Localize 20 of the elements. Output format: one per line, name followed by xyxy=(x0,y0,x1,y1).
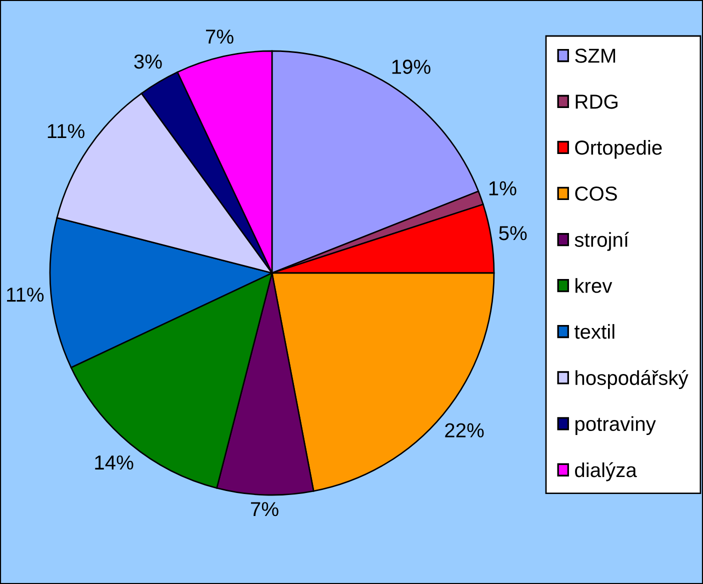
data-label: 7% xyxy=(206,30,234,44)
data-label: 11% xyxy=(7,288,44,302)
data-label: 1% xyxy=(489,181,516,196)
legend-label: SZM xyxy=(575,48,616,63)
legend-label: krev xyxy=(576,278,612,293)
data-label: 19% xyxy=(392,60,430,74)
legend-label: COS xyxy=(575,186,617,201)
legend-label: dialýza xyxy=(575,462,637,482)
legend-label: potraviny xyxy=(575,416,656,436)
legend-label: textil xyxy=(574,324,614,339)
legend-label: hospodářský xyxy=(576,370,688,390)
data-label: 11% xyxy=(48,124,84,138)
data-label: 7% xyxy=(251,502,278,516)
data-label: 14% xyxy=(95,455,134,470)
data-label: 22% xyxy=(445,423,484,438)
data-label: 3% xyxy=(134,54,162,69)
legend-label: Ortopedie xyxy=(575,140,662,159)
legend-label: RDG xyxy=(576,94,618,109)
legend-label: strojní xyxy=(574,232,629,251)
data-label: 5% xyxy=(499,226,527,240)
